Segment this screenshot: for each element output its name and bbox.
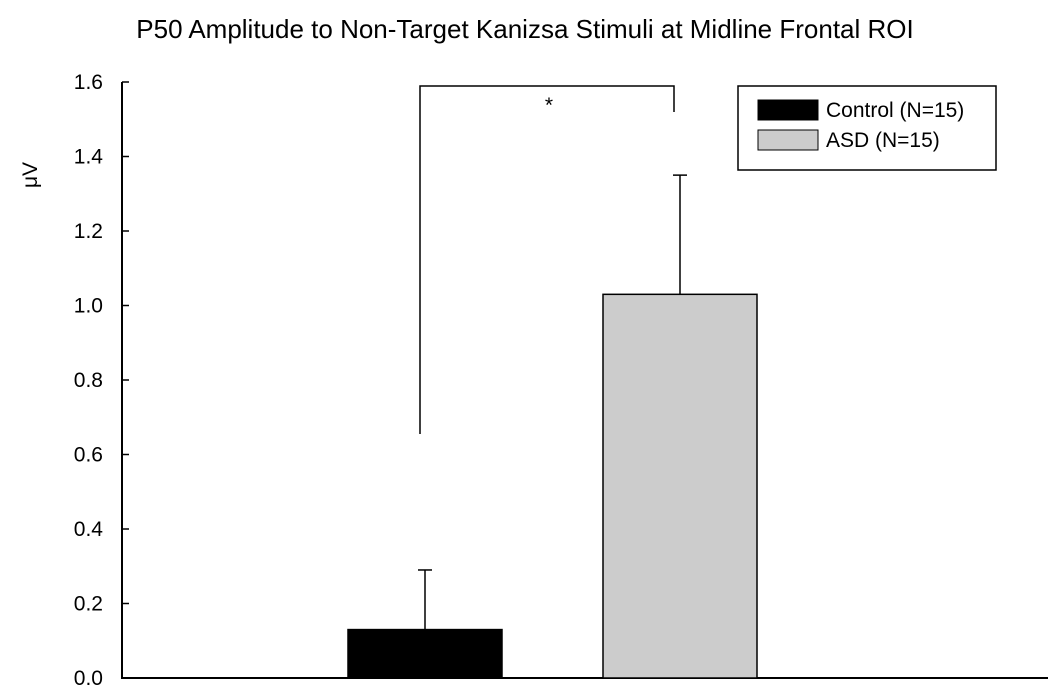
y-tick-label: 1.2	[74, 220, 103, 243]
bar-asd	[602, 293, 758, 679]
bar-control	[347, 628, 503, 679]
significance-star: *	[545, 94, 553, 117]
legend-swatch-asd	[757, 129, 819, 151]
y-tick-label: 1.4	[74, 146, 104, 169]
y-tick-label: 0.6	[74, 444, 103, 467]
y-tick-label: 0.2	[74, 593, 103, 616]
y-tick-label: 0.8	[74, 369, 103, 392]
legend: Control (N=15) ASD (N=15)	[737, 85, 997, 171]
y-tick-label: 1.6	[74, 71, 103, 94]
legend-label-asd: ASD (N=15)	[826, 129, 940, 152]
y-axis-ticks: 0.0 0.2 0.4 0.6 0.8 1.0 1.2 1.4 1.6	[74, 71, 129, 690]
y-tick-label: 1.0	[74, 295, 103, 318]
error-bars	[418, 174, 687, 630]
significance-bracket: *	[419, 85, 675, 434]
y-axis-label: μV	[19, 162, 42, 188]
y-tick-label: 0.0	[74, 667, 103, 690]
legend-swatch-control	[757, 99, 819, 121]
legend-label-control: Control (N=15)	[826, 99, 964, 122]
bracket-line	[419, 85, 675, 434]
y-tick-label: 0.4	[74, 518, 104, 541]
bars	[347, 293, 758, 679]
chart-title: P50 Amplitude to Non-Target Kanizsa Stim…	[136, 14, 913, 44]
